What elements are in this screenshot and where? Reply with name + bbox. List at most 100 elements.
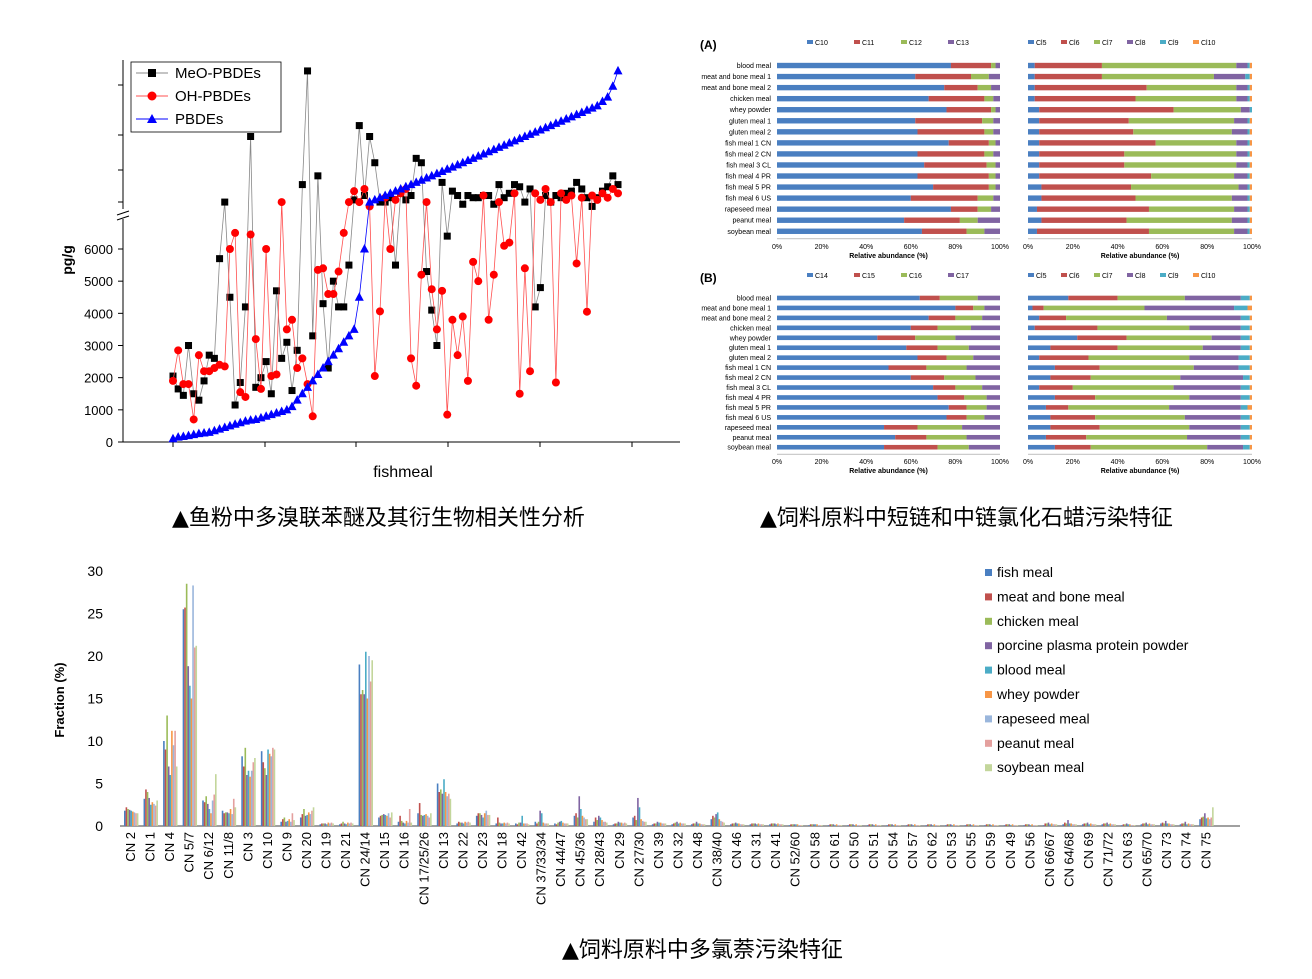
bar	[558, 821, 561, 826]
data-point-meo	[526, 185, 534, 193]
bar	[1205, 818, 1208, 826]
data-point-pbde	[437, 166, 447, 175]
bar	[467, 821, 470, 826]
stacked-bar-segment	[993, 118, 1000, 124]
bar	[358, 664, 361, 826]
data-point-pbde	[297, 388, 307, 398]
stacked-bar-segment	[991, 206, 1000, 212]
bar	[1130, 825, 1133, 826]
bar	[223, 813, 225, 826]
bar	[382, 814, 385, 826]
stacked-bar-segment	[988, 173, 996, 179]
x-tick-label: CN 39	[651, 832, 666, 869]
bar	[299, 817, 302, 826]
data-point-meo	[583, 194, 591, 202]
x-tick-label: CN 71/72	[1101, 832, 1116, 887]
stacked-bar-segment	[1249, 217, 1252, 223]
bar	[604, 821, 606, 826]
bar	[132, 811, 134, 826]
data-point-oh	[489, 270, 498, 279]
bar	[387, 813, 390, 826]
bar	[1075, 824, 1077, 826]
stacked-bar-segment	[1028, 345, 1051, 351]
stacked-bar-segment	[1045, 405, 1069, 410]
stacked-bar-segment	[1028, 434, 1046, 440]
stacked-bar-segment	[1090, 375, 1181, 380]
x-axis-title: Relative abundance (%)	[1101, 253, 1180, 260]
stacked-bar-segment	[1247, 95, 1250, 102]
bar	[215, 774, 217, 826]
bar	[205, 796, 207, 826]
bar	[566, 823, 569, 826]
stacked-bar-segment	[1249, 173, 1252, 179]
bar	[221, 810, 224, 826]
stacked-bar-segment	[962, 425, 1000, 430]
bar	[673, 823, 675, 826]
data-point-oh	[526, 367, 535, 376]
x-tick-label: CN 6/12	[201, 832, 216, 880]
stacked-bar-segment	[910, 325, 938, 331]
stacked-bar-segment	[1039, 118, 1129, 124]
bar	[868, 824, 871, 826]
stacked-bar-segment	[1247, 140, 1250, 146]
bar	[866, 825, 869, 826]
bar	[770, 823, 773, 826]
bar	[143, 798, 146, 826]
data-point-pbde	[535, 124, 545, 134]
bar	[1093, 824, 1095, 826]
legend-label: Cl5	[1036, 40, 1047, 47]
data-point-meo	[190, 390, 198, 398]
y-tick-label: 10	[87, 733, 103, 749]
bar	[151, 802, 154, 826]
bar	[936, 825, 939, 826]
bar	[1055, 824, 1058, 826]
data-point-oh	[262, 245, 271, 253]
bar	[638, 807, 641, 826]
stacked-bar-segment	[1034, 95, 1136, 102]
stacked-bar-segment	[1249, 195, 1252, 201]
y-tick-label: 6000	[84, 242, 113, 257]
bar	[956, 825, 958, 826]
stacked-bar-segment	[982, 118, 994, 124]
stacked-bar-segment	[777, 335, 878, 341]
data-point-meo	[407, 192, 415, 200]
stacked-bar-segment	[777, 151, 918, 157]
data-point-oh	[515, 389, 524, 398]
bar	[519, 822, 522, 826]
bar	[557, 822, 559, 826]
bar	[508, 823, 510, 826]
stacked-bar-segment	[777, 395, 938, 400]
data-point-oh	[370, 372, 379, 381]
x-tick-label: CN 69	[1081, 832, 1096, 869]
stacked-bar-segment	[993, 129, 1000, 135]
legend-label: Cl6	[1069, 273, 1080, 280]
data-point-pbde	[530, 127, 540, 136]
bar	[700, 824, 703, 826]
stacked-bar-segment	[1240, 315, 1250, 321]
stacked-bar-segment	[1187, 434, 1241, 440]
stacked-bar-segment	[1236, 84, 1248, 91]
x-tick-label: 60%	[1155, 244, 1169, 251]
bar	[174, 730, 176, 826]
stacked-bar-segment	[1207, 444, 1244, 450]
data-point-meo	[200, 377, 208, 385]
bar	[777, 823, 779, 826]
bar	[1023, 825, 1025, 826]
stacked-bar-segment	[777, 173, 918, 179]
bar	[428, 817, 431, 826]
data-point-meo	[448, 187, 456, 195]
stacked-bar-segment	[1036, 228, 1149, 234]
bar	[348, 823, 351, 826]
legend-swatch	[985, 715, 992, 723]
bar	[967, 824, 970, 826]
stacked-bar-segment	[1213, 73, 1246, 80]
bar	[534, 821, 537, 826]
bar	[408, 809, 411, 826]
bar	[1029, 825, 1032, 826]
stacked-bar-segment	[777, 444, 885, 450]
stacked-bar-segment	[995, 107, 1000, 113]
legend-label: Cl9	[1168, 40, 1179, 47]
bar	[1172, 824, 1175, 826]
bar	[562, 822, 564, 826]
stacked-bar-segment	[1097, 325, 1190, 331]
